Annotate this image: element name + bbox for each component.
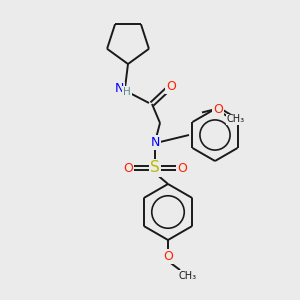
- Text: O: O: [177, 161, 187, 175]
- Text: H: H: [123, 87, 131, 97]
- Text: N: N: [114, 82, 124, 95]
- Text: CH₃: CH₃: [179, 271, 197, 281]
- Text: O: O: [213, 103, 223, 116]
- Text: O: O: [123, 161, 133, 175]
- Text: S: S: [150, 160, 160, 175]
- Text: CH₃: CH₃: [227, 115, 245, 124]
- Text: N: N: [150, 136, 160, 148]
- Text: O: O: [163, 250, 173, 262]
- Text: O: O: [166, 80, 176, 92]
